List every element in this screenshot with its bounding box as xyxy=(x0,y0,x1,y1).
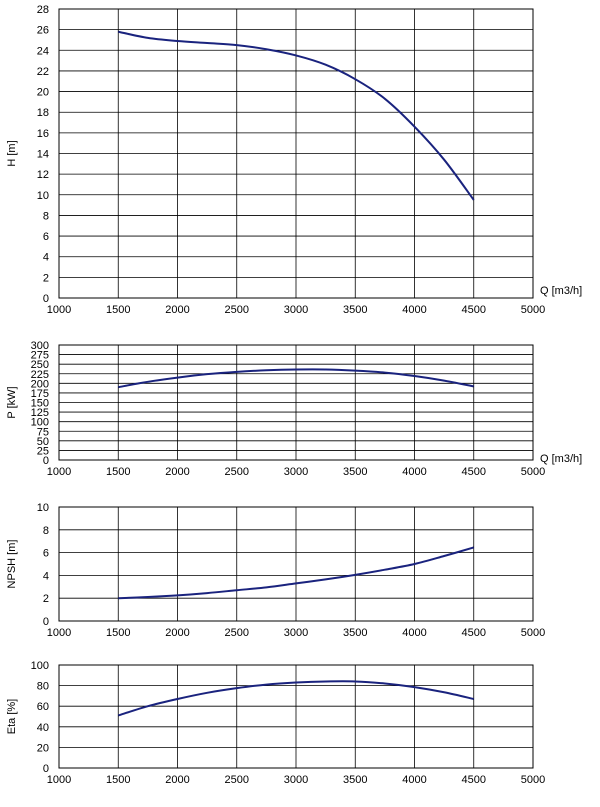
x-tick-label: 2000 xyxy=(165,627,189,639)
y-tick-label: 75 xyxy=(37,426,49,438)
y-tick-label: 12 xyxy=(37,169,49,181)
y-tick-label: 150 xyxy=(31,398,49,410)
y-tick-label: 8 xyxy=(43,525,49,537)
x-tick-label: 3500 xyxy=(343,774,367,786)
series-line xyxy=(117,680,474,717)
y-tick-label: 80 xyxy=(37,681,49,693)
x-tick-label: 5000 xyxy=(521,774,545,786)
x-tick-label: 2000 xyxy=(165,774,189,786)
y-tick-label: 225 xyxy=(31,369,49,381)
x-tick-label: 1500 xyxy=(106,774,130,786)
y-tick-label: 20 xyxy=(37,87,49,99)
y-tick-label: 300 xyxy=(31,340,49,352)
y-tick-label: 2 xyxy=(43,593,49,605)
y-tick-label: 275 xyxy=(31,350,49,362)
y-tick-label: 125 xyxy=(31,407,49,419)
y-tick-label: 20 xyxy=(37,742,49,754)
x-axis-label: Q [m3/h] xyxy=(540,453,582,465)
y-tick-label: 40 xyxy=(37,722,49,734)
x-tick-label: 3500 xyxy=(343,627,367,639)
x-tick-label: 1500 xyxy=(106,466,130,478)
chart-panel-4: 1000 1500 2000 2500 3000 3500 4000 4500 5000 0 20 4… xyxy=(6,660,545,786)
y-tick-label: 28 xyxy=(37,4,49,16)
x-tick-label: 5000 xyxy=(521,627,545,639)
x-tick-label: 3500 xyxy=(343,466,367,478)
x-tick-label: 4500 xyxy=(462,304,486,316)
y-tick-label: 250 xyxy=(31,359,49,371)
y-tick-label: 6 xyxy=(43,231,49,243)
x-tick-label: 4500 xyxy=(462,466,486,478)
y-tick-label: 22 xyxy=(37,66,49,78)
x-tick-label: 1000 xyxy=(47,304,71,316)
y-tick-label: 175 xyxy=(31,388,49,400)
x-tick-label: 4000 xyxy=(402,774,426,786)
y-tick-label: 26 xyxy=(37,25,49,37)
y-tick-label: 4 xyxy=(43,570,49,582)
y-tick-label: 200 xyxy=(31,378,49,390)
x-tick-label: 3500 xyxy=(343,304,367,316)
x-tick-label: 1000 xyxy=(47,466,71,478)
y-axis-label: H [m] xyxy=(6,140,18,166)
y-tick-label: 18 xyxy=(37,107,49,119)
x-tick-label: 2000 xyxy=(165,304,189,316)
x-tick-label: 4500 xyxy=(462,627,486,639)
series-line xyxy=(118,546,475,600)
x-tick-label: 4000 xyxy=(402,627,426,639)
x-tick-label: 2500 xyxy=(225,466,249,478)
y-axis-label: Eta [%] xyxy=(6,699,18,734)
x-tick-label: 5000 xyxy=(521,304,545,316)
y-tick-label: 16 xyxy=(37,128,49,140)
y-tick-label: 6 xyxy=(43,548,49,560)
x-tick-label: 4000 xyxy=(402,466,426,478)
plot-frame xyxy=(58,664,534,769)
chart-panel-3: 1000 1500 2000 2500 3000 3500 4000 4500 5000 0 2 4 6… xyxy=(6,502,545,639)
x-tick-label: 1500 xyxy=(106,627,130,639)
y-tick-label: 60 xyxy=(37,701,49,713)
y-tick-label: 2 xyxy=(43,272,49,284)
x-tick-label: 1500 xyxy=(106,304,130,316)
series-line xyxy=(118,30,475,201)
y-axis-label: P [kW] xyxy=(6,386,18,418)
y-tick-label: 4 xyxy=(43,252,49,264)
x-tick-label: 5000 xyxy=(521,466,545,478)
x-tick-label: 2500 xyxy=(225,304,249,316)
x-tick-label: 3000 xyxy=(284,466,308,478)
chart-panel-1: 1000 1500 2000 2500 3000 3500 4000 4500 50000246… xyxy=(6,4,582,316)
x-tick-label: 1000 xyxy=(47,627,71,639)
series-line xyxy=(118,368,474,389)
x-tick-label: 2000 xyxy=(165,466,189,478)
plot-frame xyxy=(58,506,534,622)
y-tick-label: 25 xyxy=(37,445,49,457)
y-tick-label: 10 xyxy=(37,190,49,202)
y-tick-label: 50 xyxy=(37,436,49,448)
y-tick-label: 0 xyxy=(43,293,49,305)
y-tick-label: 0 xyxy=(43,763,49,775)
y-tick-label: 0 xyxy=(43,616,49,628)
plot-frame xyxy=(58,344,534,461)
y-tick-label: 24 xyxy=(37,45,49,57)
x-axis-label: Q [m3/h] xyxy=(540,285,582,297)
x-tick-label: 1000 xyxy=(47,774,71,786)
x-tick-label: 3000 xyxy=(284,627,308,639)
y-tick-label: 100 xyxy=(31,417,49,429)
chart-panel-2: 1000 1500 2000 2500 3000 3500 4000 4500 5000 0255… xyxy=(6,340,582,478)
y-tick-label: 8 xyxy=(43,210,49,222)
x-tick-label: 3000 xyxy=(284,774,308,786)
y-tick-label: 10 xyxy=(37,502,49,514)
y-tick-label: 100 xyxy=(31,660,49,672)
x-tick-label: 4500 xyxy=(462,774,486,786)
x-tick-label: 2500 xyxy=(225,627,249,639)
x-tick-label: 3000 xyxy=(284,304,308,316)
y-axis-label: NPSH [m] xyxy=(6,540,18,589)
y-tick-label: 0 xyxy=(43,455,49,467)
y-tick-label: 14 xyxy=(37,149,49,161)
plot-frame xyxy=(58,8,534,299)
x-tick-label: 4000 xyxy=(402,304,426,316)
x-tick-label: 2500 xyxy=(225,774,249,786)
